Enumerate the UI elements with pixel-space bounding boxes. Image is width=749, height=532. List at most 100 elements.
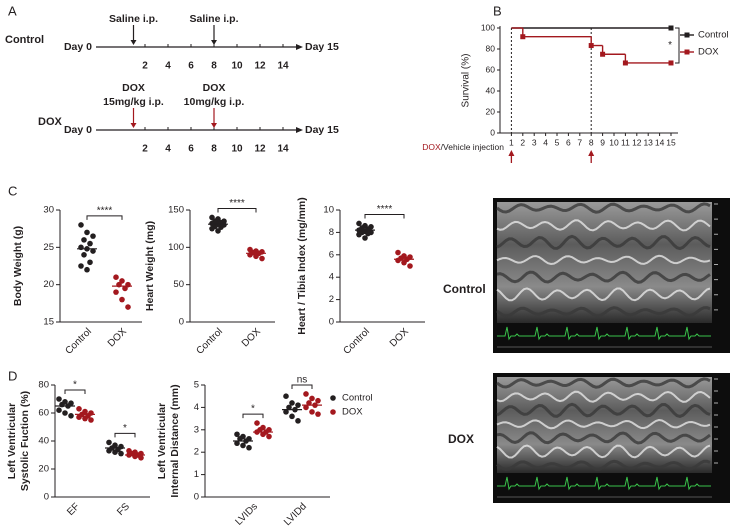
data-point	[303, 404, 309, 411]
x-tick-label: 15	[666, 137, 676, 147]
echo-wave	[496, 431, 711, 445]
data-point	[209, 214, 215, 221]
data-point	[253, 253, 259, 260]
data-point	[306, 400, 312, 406]
data-point	[215, 228, 221, 234]
timeline-tick-label: 14	[277, 144, 289, 155]
data-point	[315, 411, 321, 417]
data-point	[84, 229, 90, 236]
x-tick-label: LVIDd	[282, 501, 309, 528]
significance-label: ns	[297, 375, 308, 386]
data-point	[76, 414, 82, 421]
legend-marker	[330, 395, 336, 401]
injection-arrowhead	[211, 40, 217, 45]
timeline-tick-label: 8	[211, 61, 217, 72]
x-tick-label: 7	[577, 137, 582, 147]
injection-arrowhead	[508, 150, 515, 156]
data-point	[289, 400, 295, 406]
data-point	[138, 455, 144, 461]
survival-marker	[600, 51, 606, 57]
y-tick-label: 2	[194, 447, 199, 458]
y-axis-label: Left Ventricular	[156, 403, 168, 479]
data-point	[112, 449, 118, 456]
timeline-tick-label: 12	[254, 144, 266, 155]
significance-label: *	[251, 404, 255, 415]
timeline-tick-label: 14	[277, 61, 289, 72]
start-label: Day 0	[64, 124, 92, 136]
echo-wave	[496, 270, 711, 284]
timeline-tick-label: 8	[211, 144, 217, 155]
x-tick-label: Control	[194, 326, 225, 357]
start-label: Day 0	[64, 41, 92, 53]
data-point	[68, 413, 74, 419]
legend-label: Control	[698, 30, 729, 41]
x-tick-label: DOX	[388, 326, 411, 349]
data-point	[78, 222, 84, 228]
echo-wave	[496, 306, 711, 318]
injection-arrowhead	[130, 123, 137, 128]
x-tick-label: 12	[632, 137, 642, 147]
ecg-trace	[497, 326, 711, 341]
injection-text: DOX	[122, 82, 145, 94]
legend-label: DOX	[698, 47, 719, 58]
data-point	[309, 409, 315, 415]
timeline-tick-label: 10	[231, 144, 243, 155]
x-tick-label: DOX	[240, 326, 263, 349]
significance-label: *	[668, 40, 672, 51]
data-point	[87, 259, 93, 266]
y-tick-label: 100	[481, 22, 495, 32]
y-tick-label: 60	[38, 408, 49, 419]
x-tick-label: 9	[600, 137, 605, 147]
data-point	[356, 220, 362, 227]
data-point	[362, 235, 368, 241]
x-tick-label: Control	[63, 326, 94, 357]
significance-label: *	[73, 380, 77, 391]
y-axis-label: Heart Weight (mg)	[144, 221, 156, 311]
significance-bracket	[291, 384, 313, 389]
significance-bracket	[675, 27, 680, 64]
data-point	[365, 230, 371, 237]
data-point	[62, 410, 68, 416]
y-axis-label: Left Ventricular	[6, 403, 18, 479]
y-axis-label: Survival (%)	[461, 54, 472, 108]
survival-marker	[622, 60, 628, 66]
timeline-tick-label: 12	[254, 61, 266, 72]
end-label: Day 15	[305, 124, 339, 136]
data-point	[303, 391, 309, 397]
legend-label: DOX	[342, 407, 363, 418]
data-point	[90, 248, 96, 254]
legend-label: Control	[342, 393, 373, 404]
data-point	[118, 450, 124, 457]
data-point	[286, 404, 292, 411]
x-tick-label: 6	[566, 137, 571, 147]
significance-label: ****	[97, 206, 113, 217]
data-point	[106, 448, 112, 454]
data-point	[90, 233, 96, 239]
data-point	[395, 249, 401, 256]
data-point	[84, 266, 90, 273]
y-tick-label: 30	[43, 205, 54, 216]
significance-label: ****	[229, 198, 245, 209]
panel-label: A	[8, 3, 17, 18]
y-tick-label: 20	[486, 106, 496, 116]
injection-label-part: DOX	[422, 142, 441, 152]
x-tick-label: 11	[621, 137, 630, 147]
echo-wave	[496, 418, 711, 430]
data-point	[395, 257, 401, 264]
data-point	[283, 393, 289, 400]
x-tick-label: 14	[655, 137, 665, 147]
data-point	[295, 402, 301, 408]
panel-label: C	[8, 183, 17, 198]
y-tick-label: 1	[194, 469, 199, 480]
data-point	[260, 431, 266, 438]
timeline-tick-label: 6	[188, 144, 194, 155]
y-axis-label: Body Weight (g)	[12, 226, 24, 306]
echo-wave	[496, 402, 711, 418]
injection-text: Saline i.p.	[189, 13, 238, 25]
significance-bracket	[242, 413, 264, 419]
data-point	[81, 237, 87, 243]
injection-text: DOX	[203, 82, 226, 94]
data-point	[266, 433, 272, 440]
y-tick-label: 6	[329, 249, 334, 260]
y-tick-label: 4	[329, 272, 334, 283]
